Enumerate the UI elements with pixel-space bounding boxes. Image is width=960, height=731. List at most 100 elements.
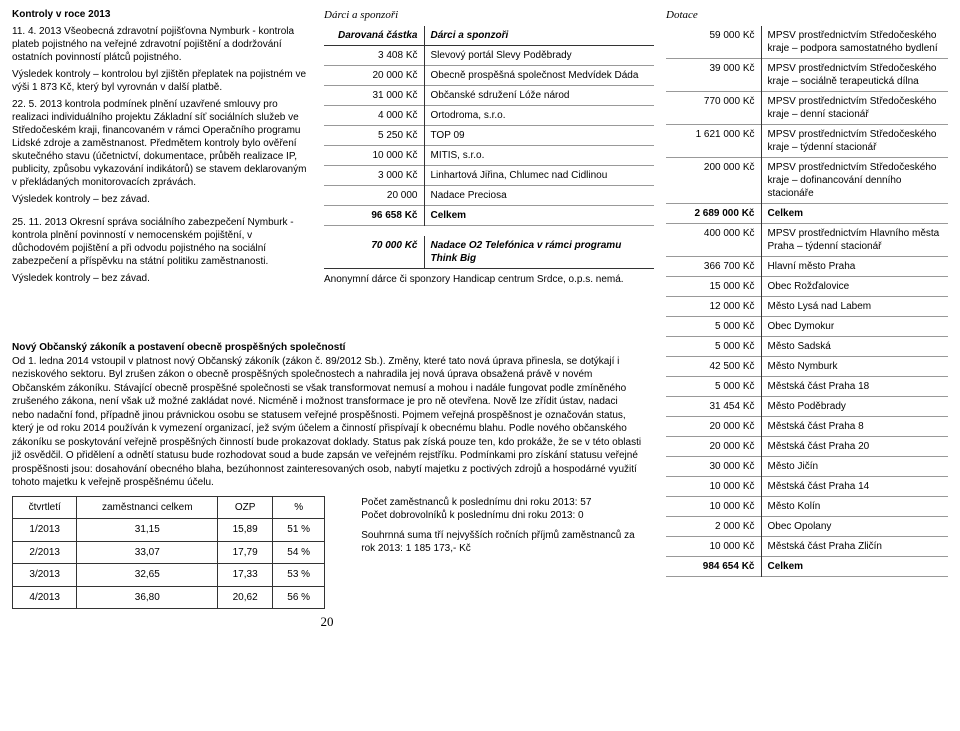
table-row: 4/201336,8020,6256 %	[13, 586, 325, 609]
table-row: 5 000 KčMěstská část Praha 18	[666, 377, 948, 397]
cell-amount: 3 000 Kč	[324, 166, 424, 186]
cell-name: Městská část Praha 20	[761, 437, 948, 457]
quarter-table: čtvrtletí zaměstnanci celkem OZP % 1/201…	[12, 496, 325, 610]
anon-note: Anonymní dárce či sponzory Handicap cent…	[324, 273, 654, 286]
cell-name: Obec Rožďalovice	[761, 277, 948, 297]
cell-name: MPSV prostřednictvím Středočeského kraje…	[761, 158, 948, 204]
cell-name: Obec Dymokur	[761, 317, 948, 337]
cell: 36,80	[77, 586, 218, 609]
cell-amount: 10 000 Kč	[324, 146, 424, 166]
table-row: 5 000 KčMěsto Sadská	[666, 337, 948, 357]
cell: 56 %	[273, 586, 325, 609]
left-column: Kontroly v roce 2013 11. 4. 2013 Všeobec…	[12, 8, 312, 577]
cell-name: Město Lysá nad Labem	[761, 297, 948, 317]
table-row: 366 700 KčHlavní město Praha	[666, 257, 948, 277]
cell-name: MPSV prostřednictvím Středočeského kraje…	[761, 26, 948, 59]
cell-name: Slevový portál Slevy Poděbrady	[424, 46, 654, 66]
table-row: 5 000 KčObec Dymokur	[666, 317, 948, 337]
middle-column: Dárci a sponzoři Darovaná částka Dárci a…	[324, 8, 654, 577]
para-3: 22. 5. 2013 kontrola podmínek plnění uza…	[12, 98, 312, 189]
cell: 17,33	[218, 564, 273, 587]
table-row: 10 000 KčMěsto Kolín	[666, 497, 948, 517]
darci-title: Dárci a sponzoři	[324, 8, 654, 22]
cell: 33,07	[77, 541, 218, 564]
table-row: 59 000 KčMPSV prostřednictvím Středočesk…	[666, 26, 948, 59]
para-5: 25. 11. 2013 Okresní správa sociálního z…	[12, 216, 312, 268]
quarter-th: čtvrtletí	[13, 496, 77, 519]
stats-block: Počet zaměstnanců k poslednímu dni roku …	[343, 496, 642, 562]
cell-name: MPSV prostřednictvím Středočeského kraje…	[761, 92, 948, 125]
darci-header-amount: Darovaná částka	[324, 26, 424, 46]
cell: 4/2013	[13, 586, 77, 609]
cell: 2/2013	[13, 541, 77, 564]
table-row: 3 000 KčLinhartová Jiřina, Chlumec nad C…	[324, 166, 654, 186]
quarter-th: OZP	[218, 496, 273, 519]
cell-amount: 5 000 Kč	[666, 317, 761, 337]
dotace-table: 59 000 KčMPSV prostřednictvím Středočesk…	[666, 26, 948, 577]
cell-amount: 20 000 Kč	[666, 417, 761, 437]
cell-amount: 5 000 Kč	[666, 377, 761, 397]
cell-amount-total: 984 654 Kč	[666, 557, 761, 577]
cell: 54 %	[273, 541, 325, 564]
table-row: 400 000 KčMPSV prostřednictvím Hlavního …	[666, 224, 948, 257]
cell-amount: 10 000 Kč	[666, 477, 761, 497]
table-row: 770 000 KčMPSV prostřednictvím Středočes…	[666, 92, 948, 125]
darci-table: Darovaná částka Dárci a sponzoři 3 408 K…	[324, 26, 654, 226]
cell-amount: 10 000 Kč	[666, 497, 761, 517]
cell-amount: 31 454 Kč	[666, 397, 761, 417]
cell-name: Město Jičín	[761, 457, 948, 477]
darci-header-name: Dárci a sponzoři	[424, 26, 654, 46]
table-row: 30 000 KčMěsto Jičín	[666, 457, 948, 477]
cell-amount: 2 000 Kč	[666, 517, 761, 537]
para-2: Výsledek kontroly – kontrolou byl zjiště…	[12, 68, 312, 94]
table-row: 4 000 KčOrtodroma, s.r.o.	[324, 106, 654, 126]
table-row: 96 658 KčCelkem	[324, 206, 654, 226]
cell-amount-total: 2 689 000 Kč	[666, 204, 761, 224]
cell-amount: 31 000 Kč	[324, 86, 424, 106]
dotace-title: Dotace	[666, 8, 948, 22]
table-row: 3/201332,6517,3353 %	[13, 564, 325, 587]
cell-name: Město Kolín	[761, 497, 948, 517]
table-row: 70 000 Kč Nadace O2 Telefónica v rámci p…	[324, 236, 654, 269]
table-row: 42 500 KčMěsto Nymburk	[666, 357, 948, 377]
cell-amount: 20 000 Kč	[324, 66, 424, 86]
cell-amount: 20 000	[324, 186, 424, 206]
table-row: 20 000 KčObecně prospěšná společnost Med…	[324, 66, 654, 86]
cell-name: Hlavní město Praha	[761, 257, 948, 277]
cell-amount: 400 000 Kč	[666, 224, 761, 257]
para-4: Výsledek kontroly – bez závad.	[12, 193, 312, 206]
cell-name: MPSV prostřednictvím Hlavního města Prah…	[761, 224, 948, 257]
cell-name: Městská část Praha 18	[761, 377, 948, 397]
cell-amount: 5 250 Kč	[324, 126, 424, 146]
cell-name-total: Celkem	[424, 206, 654, 226]
quarter-th: %	[273, 496, 325, 519]
cell-name: MPSV prostřednictvím Středočeského kraje…	[761, 59, 948, 92]
para-6: Výsledek kontroly – bez závad.	[12, 272, 312, 285]
cell-amount: 10 000 Kč	[666, 537, 761, 557]
cell-name: Město Sadská	[761, 337, 948, 357]
cell: 31,15	[77, 519, 218, 542]
stat-top3: Souhrnná suma tří nejvyšších ročních pří…	[361, 529, 642, 556]
right-column: Dotace 59 000 KčMPSV prostřednictvím Stř…	[666, 8, 948, 577]
cell-amount: 20 000 Kč	[666, 437, 761, 457]
table-row: 200 000 KčMPSV prostřednictvím Středočes…	[666, 158, 948, 204]
cell-name: Městská část Praha 14	[761, 477, 948, 497]
table-row: 984 654 KčCelkem	[666, 557, 948, 577]
cell-name: TOP 09	[424, 126, 654, 146]
cell-name: Město Poděbrady	[761, 397, 948, 417]
cell-name: Ortodroma, s.r.o.	[424, 106, 654, 126]
cell-amount: 59 000 Kč	[666, 26, 761, 59]
cell-name-total: Celkem	[761, 557, 948, 577]
cell-amount: 4 000 Kč	[324, 106, 424, 126]
table-row: 20 000 KčMěstská část Praha 8	[666, 417, 948, 437]
table-row: 20 000Nadace Preciosa	[324, 186, 654, 206]
cell-amount: 200 000 Kč	[666, 158, 761, 204]
cell-name: MPSV prostřednictvím Středočeského kraje…	[761, 125, 948, 158]
cell: 1/2013	[13, 519, 77, 542]
cell-name: MITIS, s.r.o.	[424, 146, 654, 166]
cell: 51 %	[273, 519, 325, 542]
table-row: 20 000 KčMěstská část Praha 20	[666, 437, 948, 457]
table-row: 15 000 KčObec Rožďalovice	[666, 277, 948, 297]
cell: 53 %	[273, 564, 325, 587]
cell-name: Obecně prospěšná společnost Medvídek Dád…	[424, 66, 654, 86]
